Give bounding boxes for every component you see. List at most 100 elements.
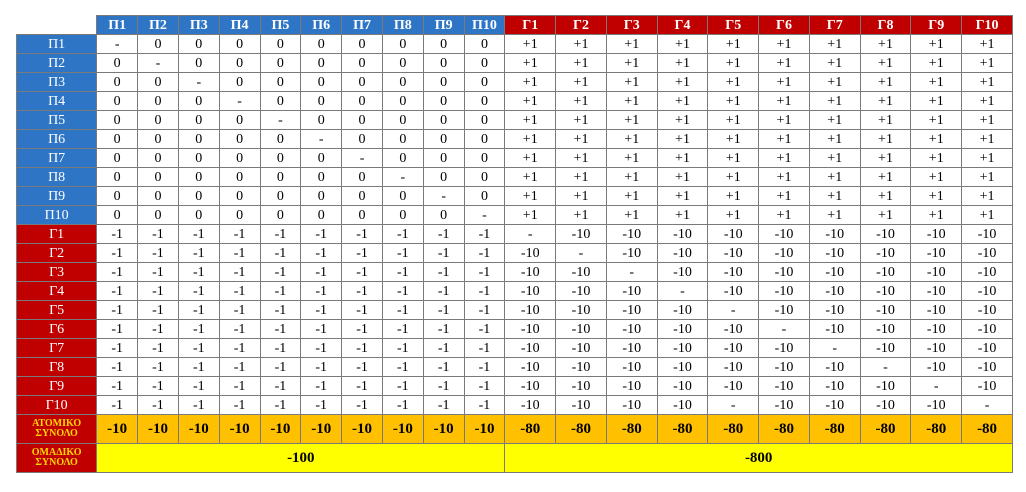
matrix-cell: +1: [910, 148, 963, 168]
matrix-cell: -1: [218, 262, 261, 282]
matrix-row: Π2 0-0 0 0 0 0 0 0 0 +1 +1 +1 +1 +1 +1 +1 +1 +1 +1: [15, 53, 1013, 73]
matrix-cell: 0: [381, 110, 424, 130]
matrix-cell: 0: [177, 91, 220, 111]
matrix-cell: -10: [859, 395, 912, 415]
matrix-cell: -10: [808, 319, 861, 339]
matrix-cell: +1: [656, 91, 709, 111]
matrix-cell: -1: [422, 262, 465, 282]
matrix-cell: 0: [463, 186, 506, 206]
matrix-cell: -1: [218, 395, 261, 415]
matrix-cell: -1: [137, 262, 179, 282]
matrix-cell: -10: [707, 357, 760, 377]
matrix-cell: -10: [758, 338, 810, 358]
matrix-cell: -1: [381, 300, 424, 320]
matrix-cell: +1: [707, 186, 760, 206]
matrix-cell: 0: [300, 167, 343, 187]
matrix-cell: -10: [656, 224, 709, 244]
matrix-cell: 0: [341, 129, 383, 149]
matrix-cell: -10: [504, 357, 557, 377]
matrix-cell: -10: [555, 395, 607, 415]
matrix-cell: +1: [605, 53, 658, 73]
matrix-row: Γ9 -1 -1 -1 -1 -1 -1 -1 -1 -1 -1 -10 -10 -10 -10 -10 -10…: [15, 376, 1013, 396]
matrix-cell: -1: [96, 319, 139, 339]
matrix-cell: +1: [707, 148, 760, 168]
matrix-cell: +1: [656, 110, 709, 130]
matrix-cell: -1: [96, 224, 139, 244]
matrix-cell: 0: [381, 186, 424, 206]
matrix-cell: +1: [859, 129, 912, 149]
matrix-cell: +1: [707, 34, 760, 54]
matrix-cell: 0: [259, 148, 302, 168]
matrix-cell: +1: [656, 205, 709, 225]
matrix-cell: +1: [605, 110, 658, 130]
row-label: Γ7: [15, 338, 98, 358]
matrix-cell: -: [300, 129, 343, 149]
row-label: Γ4: [15, 281, 98, 301]
matrix-row: Γ8 -1 -1 -1 -1 -1 -1 -1 -1 -1 -1 -10 -10 -10 -10 -10 -10…: [15, 357, 1013, 377]
matrix-cell: +1: [656, 72, 709, 92]
matrix-cell: -1: [381, 243, 424, 263]
matrix-cell: +1: [961, 72, 1013, 92]
matrix-cell: +1: [555, 148, 607, 168]
matrix-cell: -10: [555, 281, 607, 301]
matrix-cell: 0: [259, 186, 302, 206]
column-header-guard: Γ8: [859, 15, 912, 35]
matrix-cell: -10: [555, 319, 607, 339]
matrix-cell: 0: [422, 34, 465, 54]
matrix-cell: -10: [961, 338, 1013, 358]
matrix-cell: -1: [463, 281, 506, 301]
matrix-cell: -1: [137, 395, 179, 415]
matrix-cell: 0: [341, 110, 383, 130]
matrix-cell: 0: [218, 205, 261, 225]
matrix-cell: 0: [300, 91, 343, 111]
matrix-cell: 0: [463, 34, 506, 54]
matrix-cell: +1: [605, 167, 658, 187]
matrix-cell: -1: [218, 376, 261, 396]
matrix-cell: +1: [504, 186, 557, 206]
matrix-cell: 0: [463, 53, 506, 73]
matrix-cell: -1: [422, 281, 465, 301]
column-header-guard: Γ1: [504, 15, 557, 35]
matrix-cell: +1: [605, 205, 658, 225]
matrix-cell: +1: [859, 205, 912, 225]
matrix-cell: -1: [381, 376, 424, 396]
matrix-cell: -: [605, 262, 658, 282]
matrix-cell: 0: [381, 53, 424, 73]
matrix-cell: -1: [381, 338, 424, 358]
matrix-cell: -1: [422, 357, 465, 377]
matrix-cell: 0: [259, 72, 302, 92]
matrix-cell: +1: [504, 34, 557, 54]
individual-total-cell: -80: [605, 414, 658, 444]
matrix-cell: -10: [504, 395, 557, 415]
row-label: Γ8: [15, 357, 98, 377]
matrix-cell: -10: [605, 357, 658, 377]
individual-total-row: ΑΤΟΜΙΚΟ ΣΥΝΟΛΟ -10 -10 -10 -10 -10 -10 -10 -10-…: [15, 414, 1013, 444]
matrix-cell: -: [859, 357, 912, 377]
matrix-cell: -1: [422, 319, 465, 339]
matrix-cell: -1: [300, 243, 343, 263]
matrix-cell: +1: [656, 34, 709, 54]
matrix-cell: -10: [707, 281, 760, 301]
matrix-cell: +1: [910, 91, 963, 111]
matrix-cell: +1: [707, 129, 760, 149]
matrix-cell: -1: [341, 300, 383, 320]
matrix-cell: 0: [177, 205, 220, 225]
matrix-cell: -10: [808, 262, 861, 282]
matrix-cell: -10: [656, 319, 709, 339]
matrix-row: Γ4 -1 -1 -1 -1 -1 -1 -1 -1 -1 -1 -10 -10 -10- -10 -10 -1…: [15, 281, 1013, 301]
matrix-cell: -1: [300, 262, 343, 282]
matrix-cell: -10: [859, 262, 912, 282]
row-label: Π5: [15, 110, 98, 130]
matrix-cell: +1: [758, 53, 810, 73]
matrix-cell: 0: [422, 91, 465, 111]
column-header-prisoner: Π2: [137, 15, 179, 35]
matrix-cell: 0: [218, 148, 261, 168]
matrix-cell: -1: [96, 338, 139, 358]
matrix-cell: -1: [259, 262, 302, 282]
row-label: Γ10: [15, 395, 98, 415]
matrix-cell: 0: [177, 148, 220, 168]
matrix-cell: 0: [341, 72, 383, 92]
matrix-cell: 0: [137, 148, 179, 168]
matrix-cell: +1: [808, 129, 861, 149]
matrix-cell: 0: [259, 34, 302, 54]
